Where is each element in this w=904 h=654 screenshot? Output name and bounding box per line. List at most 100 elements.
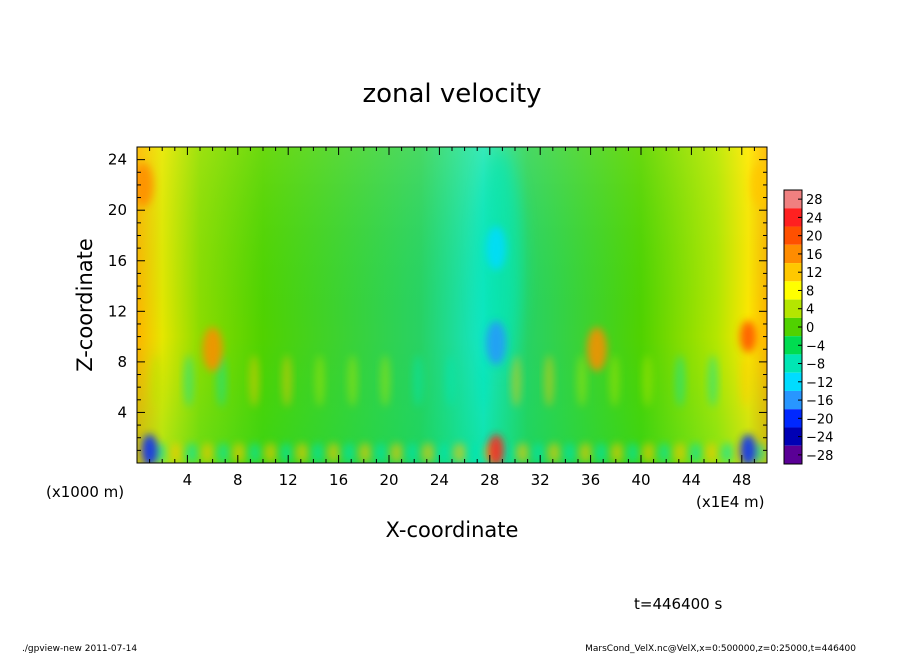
colorbar-label: 12	[806, 266, 823, 281]
texture-streak	[478, 354, 489, 407]
colorbar-swatch	[784, 263, 802, 282]
x-axis-title: X-coordinate	[386, 518, 519, 542]
x-tick-label: 8	[233, 471, 243, 489]
footer-right: MarsCond_VelX.nc@VelX,x=0:500000,z=0:250…	[585, 644, 856, 654]
colorbar-label: 24	[806, 211, 823, 226]
footer-left: ./gpview-new 2011-07-14	[22, 644, 137, 654]
colorbar-swatch	[784, 427, 802, 446]
x-tick-label: 20	[379, 471, 398, 489]
colorbar-label: 20	[806, 230, 823, 245]
texture-blob	[216, 442, 231, 463]
heatmap-blobs	[137, 150, 767, 463]
colorbar-label: 16	[806, 248, 823, 263]
colorbar-swatch	[784, 190, 802, 209]
texture-streak	[544, 354, 555, 407]
texture-streak	[183, 354, 194, 407]
texture-blob	[279, 442, 294, 463]
texture-blob	[184, 442, 199, 463]
colorbar-swatch	[784, 208, 802, 227]
y-axis: 4 8 12 16 20 24	[108, 146, 767, 464]
texture-blob	[326, 442, 341, 463]
texture-blob	[247, 442, 262, 463]
heatmap-field	[137, 147, 767, 463]
texture-blob	[704, 442, 719, 463]
texture-blob	[720, 442, 735, 463]
texture-blob	[169, 442, 184, 463]
heatmap-shade	[137, 147, 767, 463]
texture-streak	[445, 354, 456, 407]
y-tick-label: 8	[117, 353, 127, 371]
x-tick-label: 32	[531, 471, 550, 489]
y-tick-label: 16	[108, 252, 127, 270]
colorbar-label: 28	[806, 193, 823, 208]
colorbar-label: −24	[806, 431, 833, 446]
colorbar-swatch	[784, 281, 802, 300]
field-feature	[141, 434, 158, 463]
texture-blob	[232, 442, 247, 463]
texture-blob	[405, 442, 420, 463]
colorbar-swatch	[784, 354, 802, 373]
x-axis: 4 8 12 16 20 24 28 32 36 40 44 48	[136, 147, 768, 489]
x-tick-label: 4	[183, 471, 193, 489]
y-tick-label: 24	[108, 151, 127, 169]
time-label: t=446400 s	[634, 595, 722, 613]
colorbar-swatch	[784, 317, 802, 337]
texture-blob	[610, 442, 625, 463]
texture-blob	[578, 442, 593, 463]
y-axis-units: (x1000 m)	[46, 483, 124, 501]
texture-streak	[150, 354, 161, 407]
colorbar-swatch	[784, 372, 802, 391]
colorbar: 28 24 20 16 12 8 4 0 −4 −8 −12 −16 −20 −24 −28	[783, 189, 833, 465]
x-tick-label: 16	[329, 471, 348, 489]
texture-streak	[511, 354, 522, 407]
colorbar-swatch	[784, 409, 802, 428]
colorbar-label: −28	[806, 449, 833, 464]
x-tick-label: 44	[682, 471, 701, 489]
colorbar-swatch	[784, 336, 802, 355]
texture-streak	[740, 354, 751, 407]
y-tick-label: 20	[108, 201, 127, 219]
texture-streak	[642, 354, 653, 407]
x-tick-label: 36	[581, 471, 600, 489]
texture-blob	[657, 442, 672, 463]
texture-streak	[609, 354, 620, 407]
field-feature	[202, 327, 223, 372]
texture-streak	[576, 354, 587, 407]
colorbar-swatch	[784, 299, 802, 318]
chart-title: zonal velocity	[362, 79, 541, 109]
colorbar-swatch	[784, 226, 802, 245]
texture-blob	[594, 442, 609, 463]
colorbar-label: 4	[806, 303, 814, 318]
texture-blob	[625, 442, 640, 463]
texture-streak	[675, 354, 686, 407]
y-axis-title: Z-coordinate	[73, 238, 97, 372]
texture-streak	[249, 354, 260, 407]
colorbar-swatch	[784, 244, 802, 264]
x-tick-label: 24	[430, 471, 449, 489]
colorbar-label: −16	[806, 394, 833, 409]
texture-blob	[200, 442, 215, 463]
texture-blob	[452, 442, 467, 463]
texture-blob	[373, 442, 388, 463]
texture-streak	[380, 354, 391, 407]
texture-blob	[531, 442, 546, 463]
texture-blob	[562, 442, 577, 463]
field-feature	[750, 162, 767, 207]
field-feature	[486, 320, 507, 365]
texture-blob	[436, 442, 451, 463]
texture-blob	[421, 442, 436, 463]
colorbar-label: −20	[806, 412, 833, 427]
field-feature	[740, 320, 757, 353]
y-tick-label: 4	[117, 403, 127, 421]
texture-blob	[295, 442, 310, 463]
texture-streak	[347, 354, 358, 407]
colorbar-swatch	[784, 445, 802, 464]
x-tick-label: 28	[480, 471, 499, 489]
field-feature	[486, 226, 507, 271]
colorbar-label: 8	[806, 284, 814, 299]
texture-blob	[358, 442, 373, 463]
colorbar-label: 0	[806, 321, 814, 336]
colorbar-label: −12	[806, 376, 833, 391]
colorbar-label: −8	[806, 358, 825, 373]
